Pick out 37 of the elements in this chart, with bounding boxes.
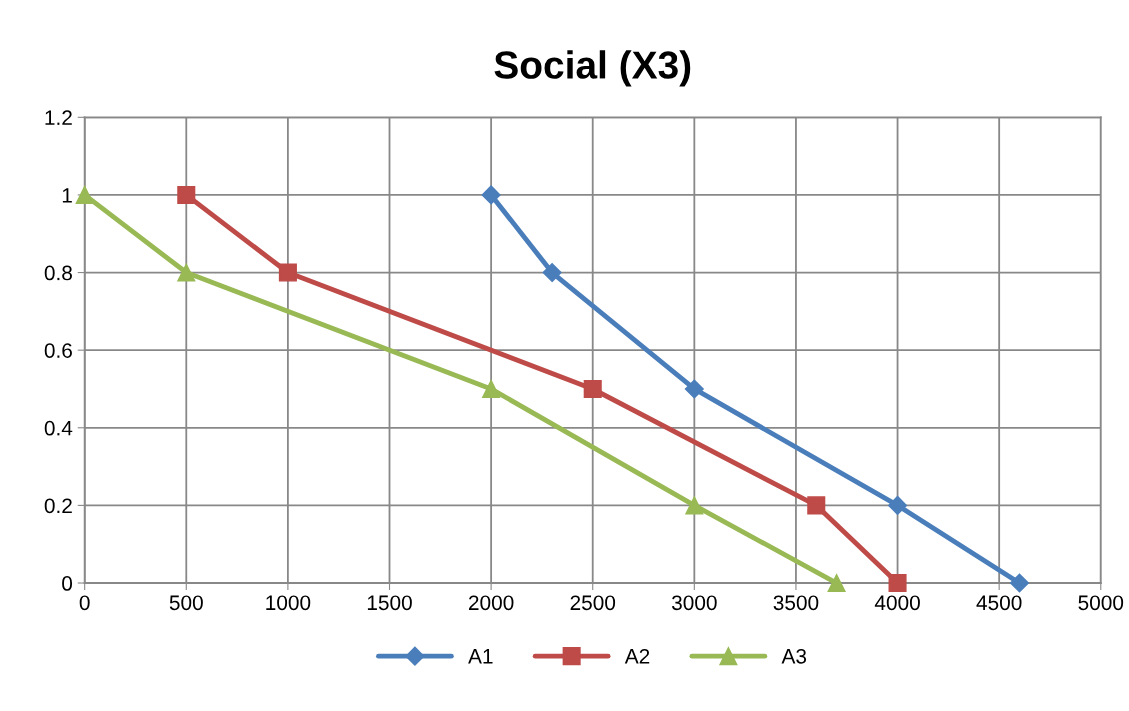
legend-label: A2: [624, 648, 650, 664]
x-tick-label: 5000: [1078, 595, 1124, 611]
x-tick-label: 2000: [468, 595, 514, 611]
x-tick-label: 4000: [874, 595, 920, 611]
x-tick-label: 1500: [367, 595, 412, 611]
point: [278, 263, 297, 282]
y-tick-label: 0.6: [44, 343, 72, 358]
x-tick-label: 0: [79, 595, 90, 611]
y-tick-label: 0.8: [44, 265, 72, 281]
point: [481, 185, 501, 205]
point: [684, 379, 704, 399]
point: [583, 379, 602, 399]
x-tick-label: 3500: [773, 595, 819, 611]
x-tick-label: 3000: [671, 595, 717, 611]
point: [888, 573, 907, 593]
chart-title: Social (X3): [494, 50, 691, 87]
point: [1009, 573, 1030, 593]
x-tick-label: 2500: [570, 595, 616, 611]
point: [482, 379, 501, 399]
legend-label: A1: [468, 649, 493, 664]
point: [542, 263, 562, 283]
legend-label: A3: [781, 648, 807, 664]
point: [685, 496, 704, 515]
point: [807, 496, 826, 515]
y-tick-label: 0.2: [44, 498, 72, 514]
point: [75, 185, 94, 204]
y-tick-label: 1.2: [45, 110, 72, 125]
y-tick-label: 0: [62, 576, 73, 591]
x-tick-label: 4500: [976, 595, 1022, 611]
y-tick-label: 1: [62, 188, 72, 203]
point: [177, 263, 196, 282]
point: [177, 185, 196, 204]
point: [827, 573, 846, 593]
y-tick-label: 0.4: [44, 420, 73, 436]
point: [888, 495, 908, 515]
x-tick-label: 500: [169, 595, 203, 611]
x-tick-label: 1000: [266, 595, 311, 611]
